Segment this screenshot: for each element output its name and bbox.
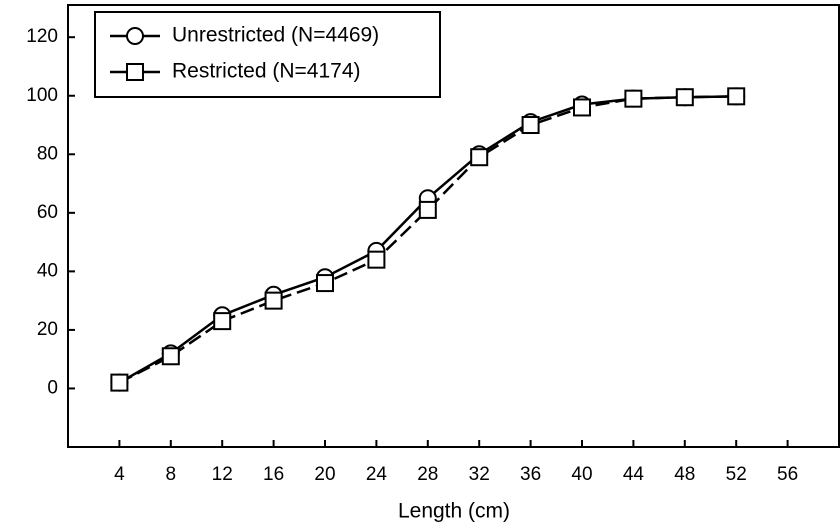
data-point xyxy=(213,312,232,331)
x-tick-label: 8 xyxy=(166,464,177,485)
y-tick-label: 120 xyxy=(26,26,58,47)
data-point xyxy=(264,291,283,310)
y-tick-label: 80 xyxy=(37,143,58,164)
y-tick-label: 0 xyxy=(47,377,58,398)
x-tick-label: 12 xyxy=(212,464,233,485)
data-point xyxy=(727,87,746,106)
data-point xyxy=(418,200,437,219)
x-tick-label: 32 xyxy=(469,464,490,485)
x-tick-label: 28 xyxy=(417,464,438,485)
data-point xyxy=(470,148,489,167)
data-point xyxy=(624,89,643,108)
data-point xyxy=(521,116,540,135)
legend-label: Unrestricted (N=4469) xyxy=(172,24,379,47)
x-tick-label: 36 xyxy=(520,464,541,485)
x-tick-label: 48 xyxy=(674,464,695,485)
x-tick-label: 56 xyxy=(777,464,798,485)
series-line xyxy=(118,95,737,384)
data-point xyxy=(675,88,694,107)
y-tick-label: 100 xyxy=(26,85,58,106)
x-tick-label: 4 xyxy=(114,464,125,485)
data-point xyxy=(367,250,386,269)
data-point xyxy=(110,373,129,392)
y-tick-label: 60 xyxy=(37,202,58,223)
data-point xyxy=(316,274,334,293)
legend-box xyxy=(94,11,441,98)
data-point xyxy=(161,347,180,366)
x-tick-label: 16 xyxy=(263,464,284,485)
legend-marker xyxy=(126,27,144,45)
y-tick-label: 40 xyxy=(37,260,58,281)
x-tick-label: 44 xyxy=(623,464,645,485)
x-tick-label: 52 xyxy=(726,464,747,485)
series-line xyxy=(118,95,737,384)
data-point xyxy=(573,98,591,117)
plot-frame xyxy=(67,4,840,448)
x-tick-label: 40 xyxy=(571,464,592,485)
x-axis-label: Length (cm) xyxy=(398,500,510,523)
x-tick-label: 20 xyxy=(314,464,335,485)
x-tick-label: 24 xyxy=(366,464,388,485)
y-tick-label: 20 xyxy=(37,319,58,340)
legend-label: Restricted (N=4174) xyxy=(172,60,361,83)
legend-marker xyxy=(126,63,144,81)
